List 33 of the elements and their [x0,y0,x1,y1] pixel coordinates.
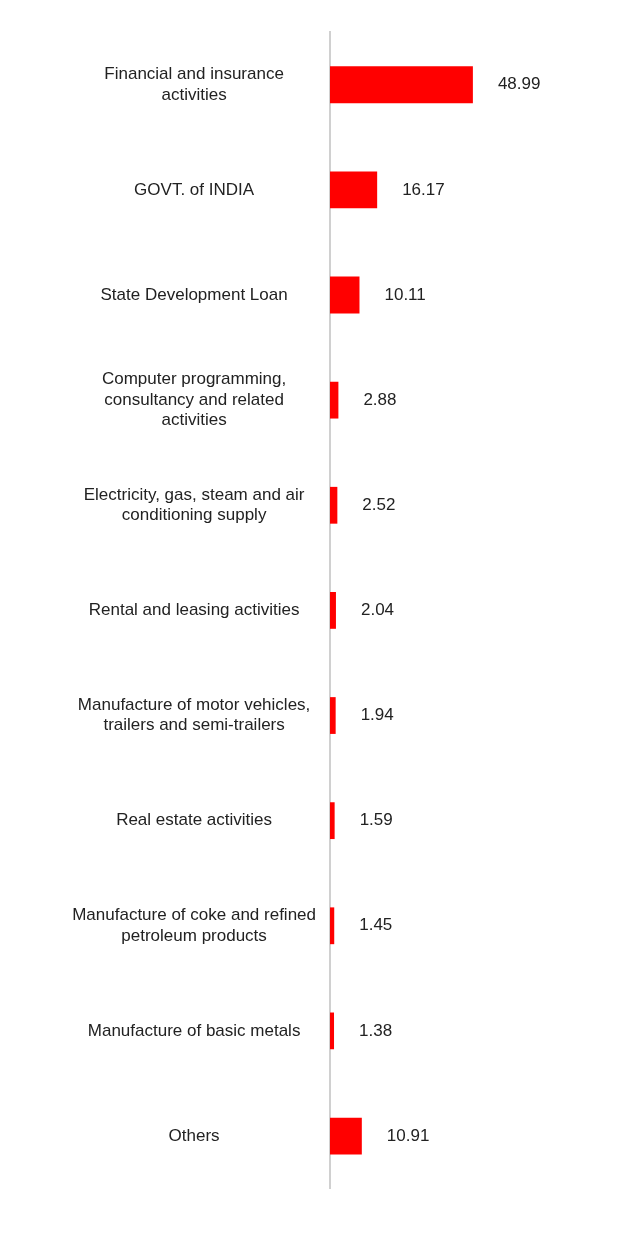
bar [330,592,336,629]
bar [330,486,338,524]
data-label: 48.99 [497,74,541,94]
data-label: 1.45 [359,915,393,935]
y-tick-label: Real estate activities [116,810,273,830]
data-label: 1.38 [359,1020,393,1040]
y-tick-label: State Development Loan [100,284,288,304]
data-label: 10.11 [384,284,426,304]
data-label: 16.17 [402,179,445,199]
y-tick-label: Computer programming, consultancy and related activities [101,369,287,430]
bar [330,1117,362,1155]
bar [330,66,473,104]
data-label: 1.59 [359,810,393,830]
y-tick-label: Financial and insurance activities [104,64,284,104]
data-label: 10.91 [386,1125,430,1145]
y-tick-label: Others [168,1125,220,1145]
bar [330,381,339,419]
y-tick-label: Manufacture of coke and refined petroleum products [72,905,316,945]
data-label: 2.88 [363,389,397,409]
bar [330,907,335,945]
bar [330,802,335,840]
y-tick-label: Manufacture of motor vehicles, trailers and semi-trailers [77,695,311,735]
data-label: 2.52 [362,494,396,514]
bar [330,697,336,734]
y-tick-label: Rental and leasing activities [88,600,300,620]
bar [330,276,360,314]
y-tick-label: GOVT. of INDIA [134,179,255,199]
bar [330,171,378,209]
data-label: 2.04 [360,600,395,620]
bar [330,1012,335,1050]
data-label: 1.94 [360,705,394,725]
y-tick-label: Manufacture of basic metals [87,1020,301,1040]
y-tick-label: Electricity, gas, steam and air conditioning supply [83,484,305,525]
